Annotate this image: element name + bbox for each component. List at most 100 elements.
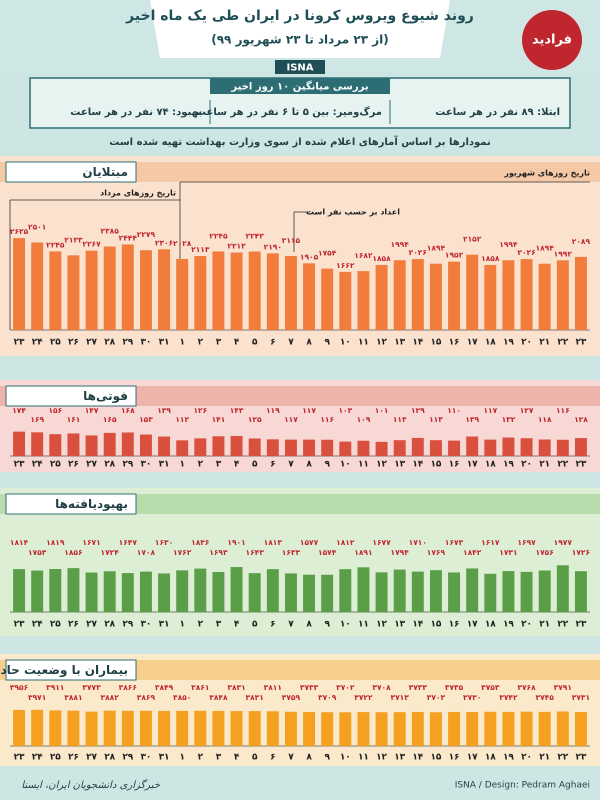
x-tick-label: ۲۸ [104, 620, 115, 630]
value-label: ۳۷۵۹ [282, 693, 301, 702]
value-label: ۱۹۹۴ [499, 240, 518, 249]
value-label: ۱۹۹۲ [554, 249, 573, 258]
bar [31, 570, 44, 612]
bar [321, 574, 334, 612]
bar [484, 439, 497, 456]
bar [411, 437, 424, 456]
x-tick-label: ۲۶ [68, 620, 79, 630]
value-label: ۱۶۹۳ [209, 548, 228, 557]
value-label: ۲۲۴۵ [46, 240, 65, 249]
bar [574, 438, 587, 456]
bar [393, 440, 406, 456]
summary-title-bg [210, 78, 390, 94]
bar [303, 574, 316, 612]
bar [538, 570, 551, 612]
x-tick-label: ۸ [306, 753, 312, 763]
x-tick-label: ۲۳ [14, 753, 25, 763]
value-label: ۱۰۱ [375, 406, 389, 415]
value-label: ۳۸۴۸ [209, 693, 228, 702]
value-label: ۱۲۹ [411, 406, 425, 415]
bar [103, 710, 116, 746]
x-tick-label: ۱۳ [394, 460, 405, 470]
value-label: ۱۷۵۴ [318, 249, 337, 258]
bar [67, 710, 80, 746]
value-label: ۱۸۱۴ [10, 538, 29, 547]
bar [248, 711, 261, 746]
x-tick-label: ۱ [179, 460, 185, 470]
x-tick-label: ۲۸ [104, 753, 115, 763]
value-label: ۲۱۵۲ [463, 235, 482, 244]
value-label: ۱۱۲ [175, 415, 189, 424]
value-label: ۲۲۴۳ [246, 231, 265, 240]
bar [556, 439, 569, 456]
x-tick-label: ۲۰ [521, 460, 532, 470]
value-label: ۳۸۸۲ [101, 693, 120, 702]
bar [484, 711, 497, 746]
bar [411, 711, 424, 746]
chart-title-bg [5, 659, 137, 681]
x-tick-label: ۲۹ [122, 753, 133, 763]
bar [502, 437, 515, 456]
value-label: ۳۷۰۳ [427, 693, 446, 702]
value-label: ۳۷۲۲ [354, 693, 373, 702]
value-label: ۱۸۱۳ [264, 538, 283, 547]
bar [448, 711, 461, 746]
x-tick-label: ۲ [198, 620, 204, 630]
bar [466, 568, 479, 612]
bar [393, 569, 406, 612]
value-label: ۱۹۷۷ [554, 538, 573, 547]
value-label: ۳۸۵۰ [173, 693, 191, 702]
value-label: ۱۶۳۳ [282, 548, 301, 557]
bar [520, 711, 533, 746]
bar [339, 271, 352, 330]
value-label: ۲۲۱۳ [227, 242, 246, 251]
bar [248, 438, 261, 456]
x-tick-label: ۲۳ [575, 753, 586, 763]
bar [429, 263, 442, 330]
subtitle: (از ۲۳ مرداد تا ۲۳ شهریور ۹۹) [211, 33, 389, 48]
x-tick-label: ۲۸ [104, 460, 115, 470]
x-tick-label: ۱۲ [376, 620, 387, 630]
x-tick-label: ۲۳ [14, 460, 25, 470]
bar [158, 573, 171, 612]
chart-title-strip [0, 494, 600, 514]
x-tick-label: ۱۵ [430, 338, 441, 348]
annotation: اعداد بر حسب نفر است [306, 208, 400, 217]
value-label: ۱۱۶ [320, 415, 334, 424]
value-label: ۱۷۱۰ [409, 538, 427, 547]
value-label: ۲۱۱۳ [191, 245, 210, 254]
bar [139, 250, 152, 330]
bar [520, 438, 533, 456]
value-label: ۱۹۰۱ [227, 538, 245, 547]
x-tick-label: ۲۲ [557, 620, 568, 630]
bar [194, 568, 207, 612]
footer-bg [0, 770, 600, 800]
chart-title: بهبودیافته‌ها [55, 497, 128, 512]
bar [67, 433, 80, 456]
x-tick-label: ۲۷ [86, 338, 97, 348]
logo: فرادید [532, 33, 572, 48]
bar [429, 570, 442, 612]
x-tick-label: ۱۳ [394, 620, 405, 630]
bar [67, 255, 80, 330]
value-label: ۳۷۳۰ [463, 693, 481, 702]
bar [466, 436, 479, 456]
x-tick-label: ۵ [252, 753, 258, 763]
bar [266, 711, 279, 746]
value-label: ۳۷۹۱ [554, 683, 572, 692]
title: روند شیوع ویروس کرونا در ایران طی یک ماه… [125, 8, 474, 24]
value-label: ۱۸۴۲ [463, 548, 482, 557]
x-tick-label: ۲۹ [122, 620, 133, 630]
agency-badge [275, 60, 325, 74]
bar [103, 571, 116, 612]
x-tick-label: ۱۶ [449, 620, 460, 630]
x-tick-label: ۱۱ [358, 753, 369, 763]
bar [448, 572, 461, 612]
x-tick-label: ۱۷ [467, 753, 478, 763]
value-label: ۲۰۲۶ [517, 248, 535, 257]
value-label: ۱۱۶ [556, 406, 570, 415]
bar [375, 572, 388, 612]
x-tick-label: ۱۵ [430, 620, 441, 630]
value-label: ۱۸۵۸ [481, 254, 500, 263]
x-tick-label: ۳۱ [159, 753, 170, 763]
